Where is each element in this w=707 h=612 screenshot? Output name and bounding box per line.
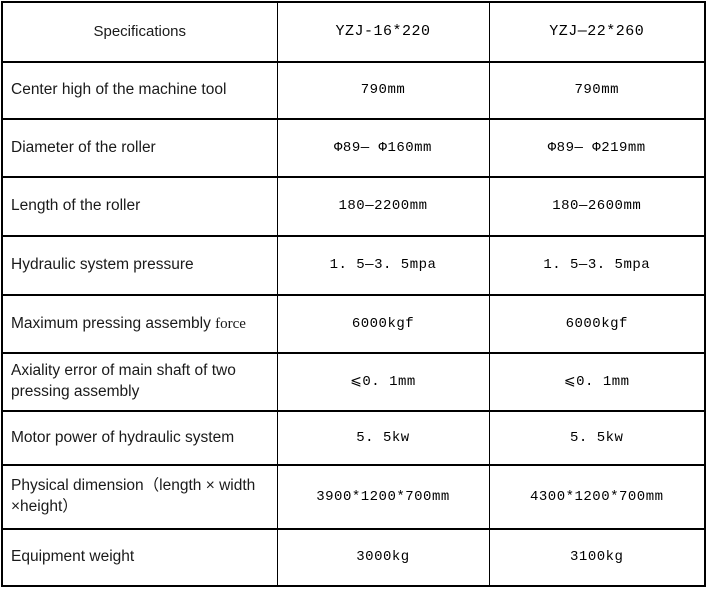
table-body: Center high of the machine tool 790mm 790m… (1, 61, 706, 587)
value-cell: Φ89— Φ160mm (276, 118, 490, 178)
value-cell: 6000kgf (488, 294, 706, 354)
value-cell: 180—2600mm (488, 176, 706, 237)
value-cell: 180—2200mm (276, 176, 490, 237)
spec-label: Diameter of the roller (1, 118, 278, 178)
spec-label: Motor power of hydraulic system (1, 410, 278, 466)
value-cell: ⩽0. 1mm (488, 352, 706, 412)
value-cell: 1. 5—3. 5mpa (276, 235, 490, 296)
value-cell: 6000kgf (276, 294, 490, 354)
table-row: Physical dimension（length × width ×heigh… (1, 464, 706, 530)
spec-label: Center high of the machine tool (1, 61, 278, 120)
value-cell: 5. 5kw (276, 410, 490, 466)
header-row: Specifications YZJ-16*220 YZJ—22*260 (1, 1, 706, 63)
column-header-specifications: Specifications (1, 1, 278, 63)
value-cell: 3900*1200*700mm (276, 464, 490, 530)
specifications-table: Specifications YZJ-16*220 YZJ—22*260 Cen… (1, 1, 706, 587)
table-row: Axiality error of main shaft of two pres… (1, 352, 706, 412)
value-cell: 3100kg (488, 528, 706, 587)
spec-text: Hydraulic system pressure (11, 256, 194, 274)
spec-label: Physical dimension（length × width ×heigh… (1, 464, 278, 530)
table-row: Equipment weight 3000kg 3100kg (1, 528, 706, 587)
value-cell: 3000kg (276, 528, 490, 587)
column-header-model-yzj-16-220: YZJ-16*220 (276, 1, 490, 63)
spec-text: Motor power of hydraulic system (11, 428, 235, 446)
spec-text: Length of the roller (11, 197, 141, 215)
table-row: Diameter of the roller Φ89— Φ160mm Φ89— Φ2… (1, 118, 706, 178)
table-row: Length of the roller 180—2200mm 180—2600mm (1, 176, 706, 237)
spec-text: Axiality error of main shaft of two pres… (11, 362, 236, 400)
table-row: Hydraulic system pressure 1. 5—3. 5mpa 1. … (1, 235, 706, 296)
spec-label: Axiality error of main shaft of two pres… (1, 352, 278, 412)
spec-text: Equipment weight (11, 548, 135, 566)
spec-label: Equipment weight (1, 528, 278, 587)
table-row: Maximum pressing assembly force 6000kgf 60… (1, 294, 706, 354)
spec-text: Diameter of the roller (11, 138, 156, 156)
value-cell: Φ89— Φ219mm (488, 118, 706, 178)
spec-text-serif: force (215, 315, 246, 332)
spec-label: Length of the roller (1, 176, 278, 237)
table-row: Motor power of hydraulic system 5. 5kw 5. … (1, 410, 706, 466)
value-cell: 790mm (488, 61, 706, 120)
value-cell: 790mm (276, 61, 490, 120)
spec-label: Hydraulic system pressure (1, 235, 278, 296)
value-cell: 1. 5—3. 5mpa (488, 235, 706, 296)
value-cell: 5. 5kw (488, 410, 706, 466)
spec-text: Maximum pressing assembly (11, 314, 216, 332)
value-cell: 4300*1200*700mm (488, 464, 706, 530)
spec-text: Center high of the machine tool (11, 81, 227, 99)
column-header-model-yzj-22-260: YZJ—22*260 (488, 1, 706, 63)
spec-text: Physical dimension（length × width ×heigh… (11, 477, 256, 515)
table-row: Center high of the machine tool 790mm 790m… (1, 61, 706, 120)
spec-label: Maximum pressing assembly force (1, 294, 278, 354)
value-cell: ⩽0. 1mm (276, 352, 490, 412)
